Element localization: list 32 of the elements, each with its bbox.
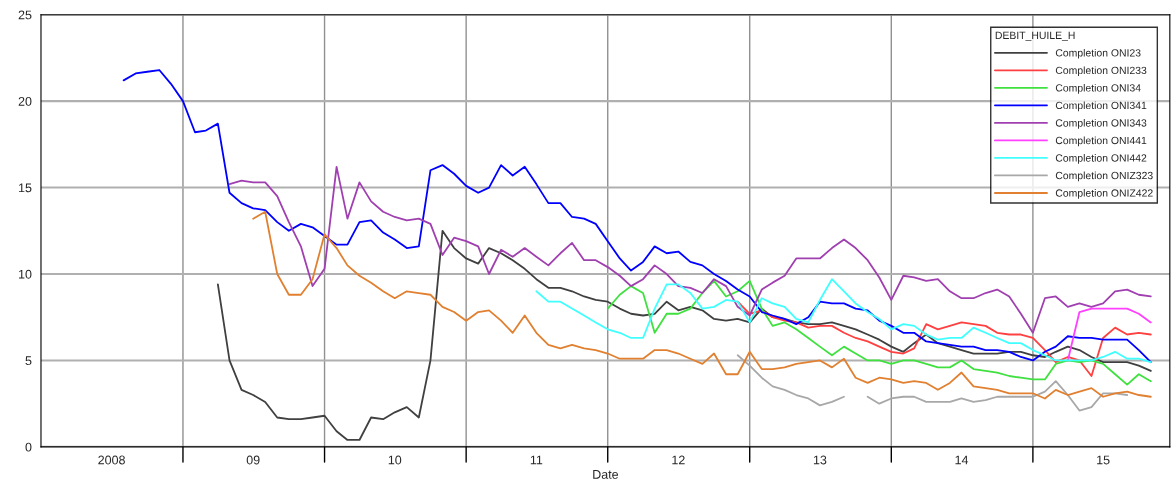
y-tick-label: 15 [19,183,32,193]
y-tick-label: 0 [25,442,32,452]
legend-label: Completion ONI343 [1055,118,1147,129]
line-series [1066,307,1152,362]
x-tick-label: 10 [388,455,402,465]
x-tick-label: 15 [1097,455,1110,465]
legend-label: Completion ONIZ422 [1055,189,1153,199]
y-tick-label: 5 [25,356,32,366]
line-series [252,210,1152,400]
y-tick-label: 25 [18,10,32,20]
y-tick-label: 10 [19,269,32,279]
legend-label: Completion ONI23 [1055,48,1141,59]
legend-label: Completion ONIZ323 [1055,171,1153,182]
legend-label: Completion ONI441 [1055,136,1147,147]
legend-label: Completion ONI442 [1055,154,1147,164]
line-series [216,229,1152,441]
line-series [606,280,1152,386]
legend-title: DEBIT_HUILE_H [995,31,1075,41]
x-tick-label: 14 [955,455,969,465]
x-tick-label: 11 [530,455,543,465]
x-tick-label: 2008 [98,455,125,465]
y-tick-label: 20 [18,96,32,106]
legend-label: Completion ONI341 [1055,101,1147,112]
legend-label: Completion ONI233 [1055,66,1147,77]
x-tick-label: 12 [672,455,685,465]
legend-label: Completion ONI34 [1055,83,1141,94]
line-series [736,300,1152,377]
x-axis-title: Date [593,470,619,479]
line-series [535,278,1152,364]
x-tick-label: 13 [813,455,827,465]
x-tick-label: 09 [246,455,260,465]
line-series [228,165,1152,334]
